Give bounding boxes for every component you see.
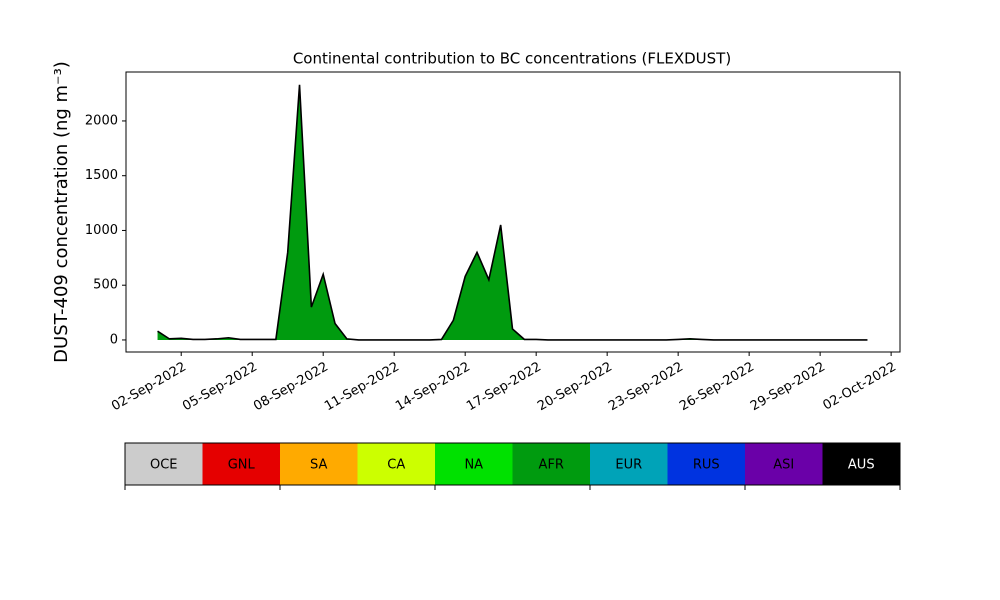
x-tick-label: 02-Sep-2022 xyxy=(109,360,189,415)
colorbar-frame xyxy=(124,442,901,486)
area-outline xyxy=(157,84,868,341)
colorbar-cell xyxy=(667,443,746,485)
x-tick-label: 14-Sep-2022 xyxy=(393,360,473,415)
x-tick-label: 17-Sep-2022 xyxy=(464,360,544,415)
colorbar-label: NA xyxy=(464,458,483,473)
area xyxy=(157,84,868,340)
plot-frame xyxy=(125,71,901,353)
x-tick-label: 26-Sep-2022 xyxy=(677,360,757,415)
colorbar-cell xyxy=(280,443,358,485)
y-axis-label: DUST-409 concentration (ng m⁻³) xyxy=(51,61,72,363)
colorbar-cell xyxy=(202,443,281,485)
x-tick-label: 11-Sep-2022 xyxy=(322,360,402,415)
y-tick-label: 1000 xyxy=(85,223,118,238)
colorbar-label: OCE xyxy=(150,458,178,473)
colorbar-label: SA xyxy=(310,458,327,473)
colorbar-label: ASI xyxy=(773,458,794,473)
colorbar-cell xyxy=(357,443,436,485)
colorbar-label: AFR xyxy=(539,458,564,473)
x-tick-label: 08-Sep-2022 xyxy=(251,360,331,415)
colorbar-label: RUS xyxy=(693,458,720,473)
colorbar-cell xyxy=(745,443,823,485)
colorbar-label: GNL xyxy=(228,458,256,473)
colorbar-cell xyxy=(822,443,901,485)
colorbar-label: EUR xyxy=(615,458,642,473)
y-tick-label: 2000 xyxy=(85,113,118,128)
chart-title: Continental contribution to BC concentra… xyxy=(293,50,731,68)
y-tick-label: 0 xyxy=(110,332,118,347)
colorbar-cell xyxy=(125,443,203,485)
x-tick-label: 23-Sep-2022 xyxy=(606,360,686,415)
x-tick-label: 20-Sep-2022 xyxy=(535,360,615,415)
colorbar-label: CA xyxy=(387,458,405,473)
x-tick-label: 02-Oct-2022 xyxy=(820,360,898,414)
y-tick-label: 1500 xyxy=(85,168,118,183)
x-tick-label: 29-Sep-2022 xyxy=(748,360,828,415)
x-tick-label: 05-Sep-2022 xyxy=(180,360,260,415)
colorbar-cell xyxy=(512,443,591,485)
colorbar-label: AUS xyxy=(848,458,875,473)
colorbar-cell xyxy=(590,443,668,485)
y-tick-label: 500 xyxy=(93,278,118,293)
colorbar-cell xyxy=(435,443,513,485)
